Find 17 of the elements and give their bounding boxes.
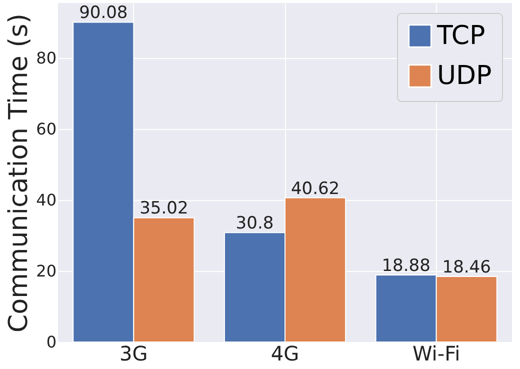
data-label: 30.8 bbox=[236, 214, 274, 234]
y-axis-title: Communication Time (s) bbox=[4, 14, 34, 332]
y-tick-label: 60 bbox=[36, 120, 56, 139]
data-label: 35.02 bbox=[140, 198, 188, 219]
data-label: 18.88 bbox=[382, 256, 430, 276]
data-label: 90.08 bbox=[79, 3, 128, 24]
data-label: 18.46 bbox=[442, 257, 491, 278]
x-tick-label: Wi-Fi bbox=[412, 342, 460, 366]
y-tick-label: 40 bbox=[36, 190, 56, 210]
y-tick-label: 0 bbox=[46, 332, 56, 352]
legend-label: UDP bbox=[437, 61, 492, 91]
data-label: 40.62 bbox=[290, 178, 340, 199]
legend-label: TCP bbox=[436, 21, 486, 51]
x-tick-label: 3G bbox=[120, 342, 148, 366]
x-tick-label: 4G bbox=[270, 342, 300, 366]
y-tick-label: 80 bbox=[36, 48, 56, 68]
y-tick-label: 20 bbox=[36, 262, 56, 281]
